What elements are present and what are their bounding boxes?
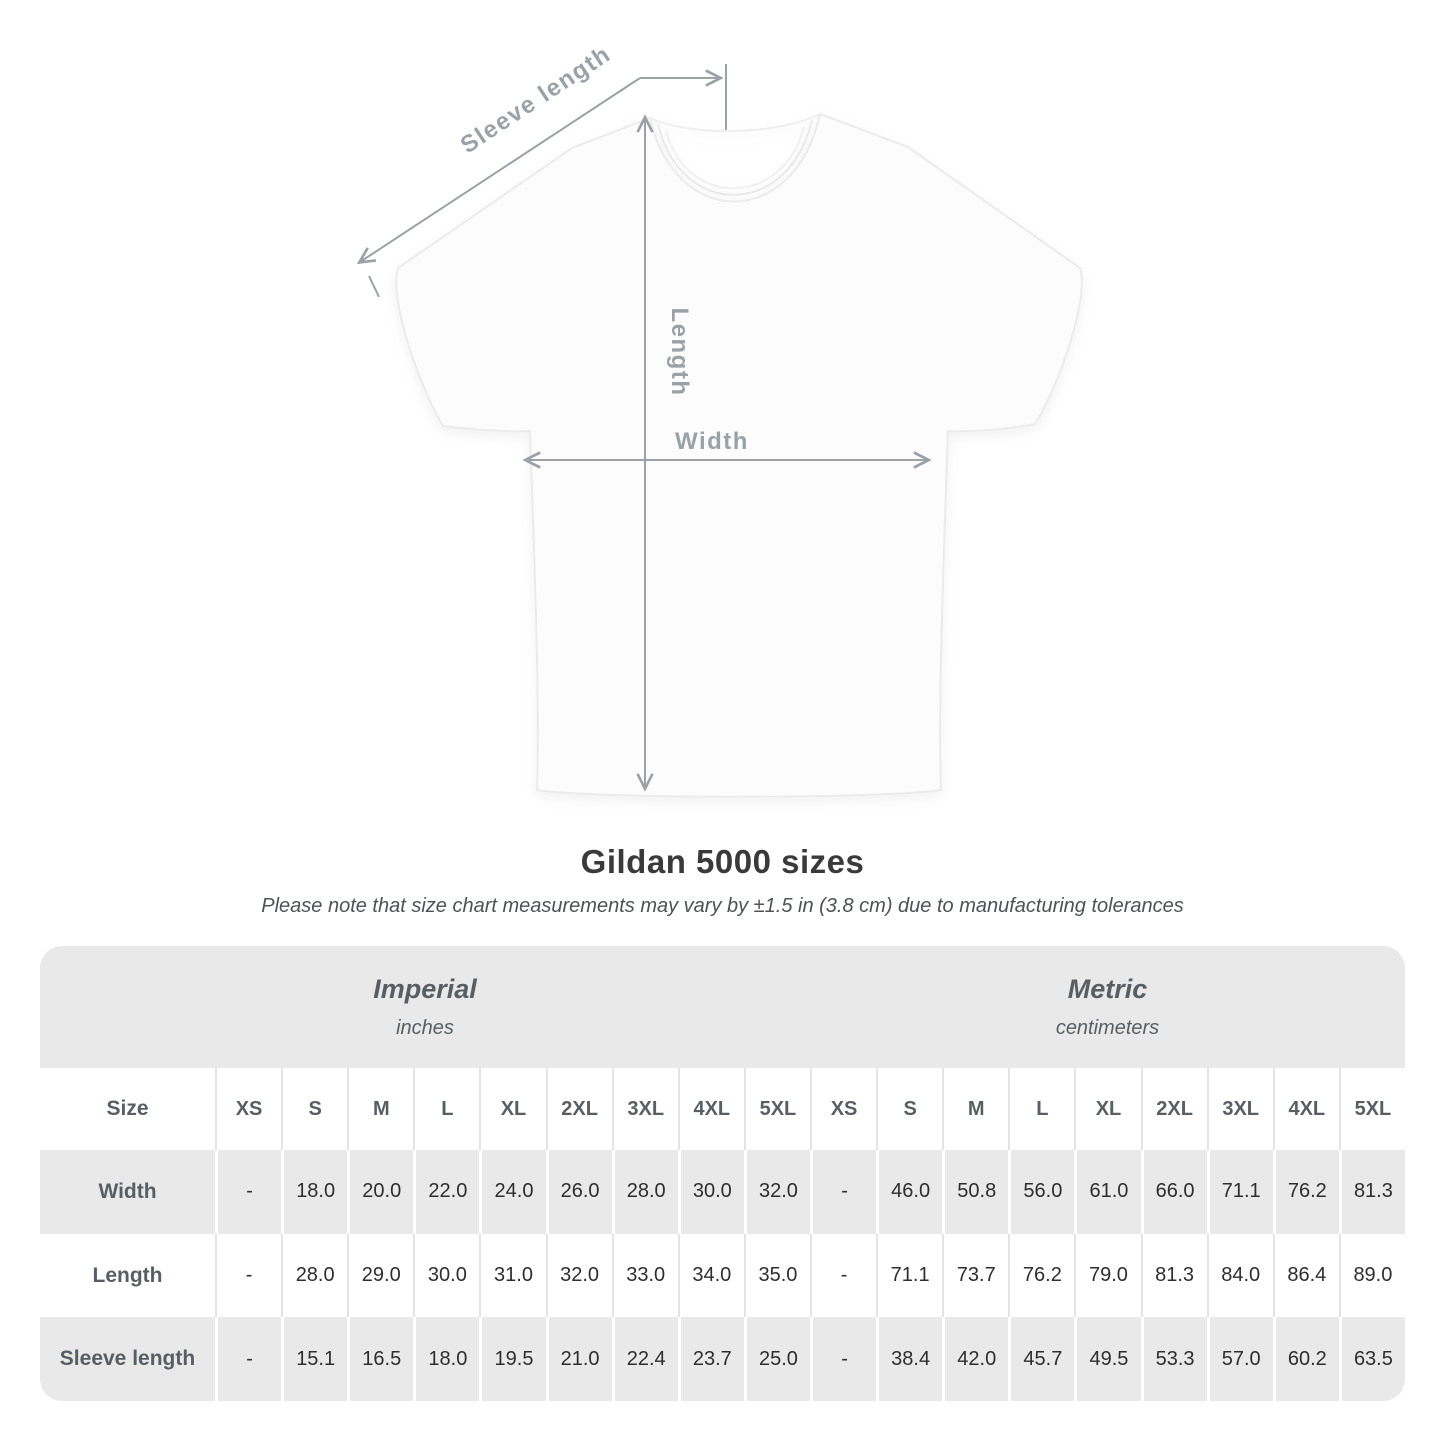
measurement-cell: 61.0 bbox=[1074, 1150, 1140, 1234]
size-header-imperial-xl: XL bbox=[479, 1068, 545, 1150]
size-header-metric-m: M bbox=[942, 1068, 1008, 1150]
measurement-cell: 76.2 bbox=[1272, 1150, 1339, 1234]
measurement-cell: 33.0 bbox=[611, 1233, 678, 1318]
row-label: Width bbox=[98, 1179, 157, 1203]
size-chart-card: Imperial inches Metric centimeters Size X… bbox=[40, 946, 1405, 1401]
measurement-cell: 18.0 bbox=[413, 1317, 479, 1401]
table-body: Width -18.0 20.0 22.0 24.0 26.0 28.0 30.0 32.0-4… bbox=[40, 1150, 1405, 1401]
measurement-cell: 56.0 bbox=[1008, 1150, 1074, 1234]
size-header-metric-3xl: 3XL bbox=[1206, 1068, 1273, 1150]
measurement-cell: 31.0 bbox=[479, 1233, 545, 1318]
measurement-cell: 28.0 bbox=[611, 1150, 678, 1234]
size-header-metric-l: L bbox=[1008, 1068, 1074, 1150]
measurement-cell: - bbox=[809, 1317, 876, 1401]
measurement-cell: 81.3 bbox=[1338, 1150, 1405, 1234]
measurement-cell: 71.1 bbox=[1206, 1150, 1273, 1234]
measurement-cell: - bbox=[215, 1233, 281, 1318]
measurement-cell: 22.0 bbox=[413, 1150, 479, 1234]
unit-header-row: Imperial inches Metric centimeters bbox=[40, 946, 1405, 1068]
measurement-cell: 26.0 bbox=[545, 1150, 612, 1234]
sleeve-length-dimension bbox=[360, 64, 727, 298]
size-header-imperial-xs: XS bbox=[215, 1068, 281, 1150]
measurement-cell: 50.8 bbox=[942, 1150, 1008, 1234]
measurement-cell: 34.0 bbox=[677, 1233, 744, 1318]
measurement-cell: 89.0 bbox=[1338, 1233, 1405, 1318]
size-header-metric-4xl: 4XL bbox=[1272, 1068, 1339, 1150]
tshirt-graphic bbox=[395, 112, 1083, 798]
measurement-cell: 71.1 bbox=[876, 1233, 942, 1318]
tshirt-measurement-diagram: Sleeve length Length Width bbox=[0, 40, 1083, 798]
size-header-metric-s: S bbox=[876, 1068, 942, 1150]
unit-group-metric: Metric centimeters bbox=[810, 946, 1405, 1068]
unit-group-name: Metric bbox=[1067, 974, 1148, 1004]
measurement-cell: 86.4 bbox=[1272, 1233, 1339, 1318]
measurement-cell: 22.4 bbox=[611, 1317, 678, 1401]
measurement-cell: 20.0 bbox=[347, 1150, 413, 1234]
unit-group-imperial: Imperial inches bbox=[40, 946, 810, 1068]
measurement-cell: 18.0 bbox=[281, 1150, 347, 1234]
measurement-cell: 38.4 bbox=[876, 1317, 942, 1401]
measurement-cell: 30.0 bbox=[677, 1150, 744, 1234]
measurement-cell: 25.0 bbox=[743, 1317, 810, 1401]
measurement-cell: 53.3 bbox=[1140, 1317, 1207, 1401]
measurement-cell: 63.5 bbox=[1338, 1317, 1405, 1401]
size-header-imperial-4xl: 4XL bbox=[677, 1068, 744, 1150]
width-label: Width bbox=[675, 428, 749, 455]
measurement-cell: 81.3 bbox=[1140, 1233, 1207, 1318]
unit-group-name: Imperial bbox=[373, 974, 477, 1004]
size-header-row: Size XS S M L XL 2XL 3XL 4XL 5XL XS S M L XL 2XL 3XL 4XL 5… bbox=[40, 1068, 1405, 1150]
measurement-cell: - bbox=[809, 1233, 876, 1318]
size-header-imperial-l: L bbox=[413, 1068, 479, 1150]
measurement-cell: 49.5 bbox=[1074, 1317, 1140, 1401]
measurement-cell: 79.0 bbox=[1074, 1233, 1140, 1318]
measurement-cell: 24.0 bbox=[479, 1150, 545, 1234]
measurement-cell: 16.5 bbox=[347, 1317, 413, 1401]
measurement-cell: 60.2 bbox=[1272, 1317, 1339, 1401]
size-header-metric-xs: XS bbox=[809, 1068, 876, 1150]
measurement-cell: 66.0 bbox=[1140, 1150, 1207, 1234]
row-label: Length bbox=[92, 1263, 163, 1287]
measurement-cell: 57.0 bbox=[1206, 1317, 1273, 1401]
size-header-metric-2xl: 2XL bbox=[1140, 1068, 1207, 1150]
measurement-cell: 21.0 bbox=[545, 1317, 612, 1401]
table-row-width: Width -18.0 20.0 22.0 24.0 26.0 28.0 30.0 32.0-4… bbox=[40, 1150, 1405, 1234]
measurement-cell: 15.1 bbox=[281, 1317, 347, 1401]
measurement-cell: 28.0 bbox=[281, 1233, 347, 1318]
measurement-cell: 42.0 bbox=[942, 1317, 1008, 1401]
size-column-header: Size bbox=[106, 1097, 149, 1120]
measurement-cell: 23.7 bbox=[677, 1317, 744, 1401]
unit-group-unit: inches bbox=[396, 1017, 454, 1039]
measurement-cell: 19.5 bbox=[479, 1317, 545, 1401]
page-subtitle: Please note that size chart measurements… bbox=[261, 895, 1184, 917]
measurement-cell: 29.0 bbox=[347, 1233, 413, 1318]
length-label: Length bbox=[666, 308, 693, 397]
size-header-imperial-2xl: 2XL bbox=[545, 1068, 612, 1150]
size-header-imperial-s: S bbox=[281, 1068, 347, 1150]
measurement-cell: 73.7 bbox=[942, 1233, 1008, 1318]
measurement-cell: 84.0 bbox=[1206, 1233, 1273, 1318]
table-row-sleeve-length: Sleeve length -15.1 16.5 18.0 19.5 21.0 22.4 23… bbox=[40, 1317, 1405, 1401]
size-header-imperial-m: M bbox=[347, 1068, 413, 1150]
measurement-cell: 32.0 bbox=[545, 1233, 612, 1318]
measurement-cell: - bbox=[215, 1150, 281, 1234]
measurement-cell: 35.0 bbox=[743, 1233, 810, 1318]
measurement-cell: 45.7 bbox=[1008, 1317, 1074, 1401]
size-header-metric-xl: XL bbox=[1074, 1068, 1140, 1150]
size-header-metric-5xl: 5XL bbox=[1338, 1068, 1405, 1150]
unit-group-unit: centimeters bbox=[1055, 1017, 1160, 1039]
table-row-length: Length -28.0 29.0 30.0 31.0 32.0 33.0 34.0 35.0-… bbox=[40, 1233, 1405, 1318]
measurement-cell: 30.0 bbox=[413, 1233, 479, 1318]
measurement-cell: - bbox=[215, 1317, 281, 1401]
measurement-cell: - bbox=[809, 1150, 876, 1234]
measurement-cell: 32.0 bbox=[743, 1150, 810, 1234]
row-label: Sleeve length bbox=[59, 1347, 196, 1371]
size-header-imperial-3xl: 3XL bbox=[611, 1068, 678, 1150]
measurement-cell: 46.0 bbox=[876, 1150, 942, 1234]
measurement-cell: 76.2 bbox=[1008, 1233, 1074, 1318]
page-title: Gildan 5000 sizes bbox=[580, 843, 865, 880]
size-header-imperial-5xl: 5XL bbox=[743, 1068, 810, 1150]
